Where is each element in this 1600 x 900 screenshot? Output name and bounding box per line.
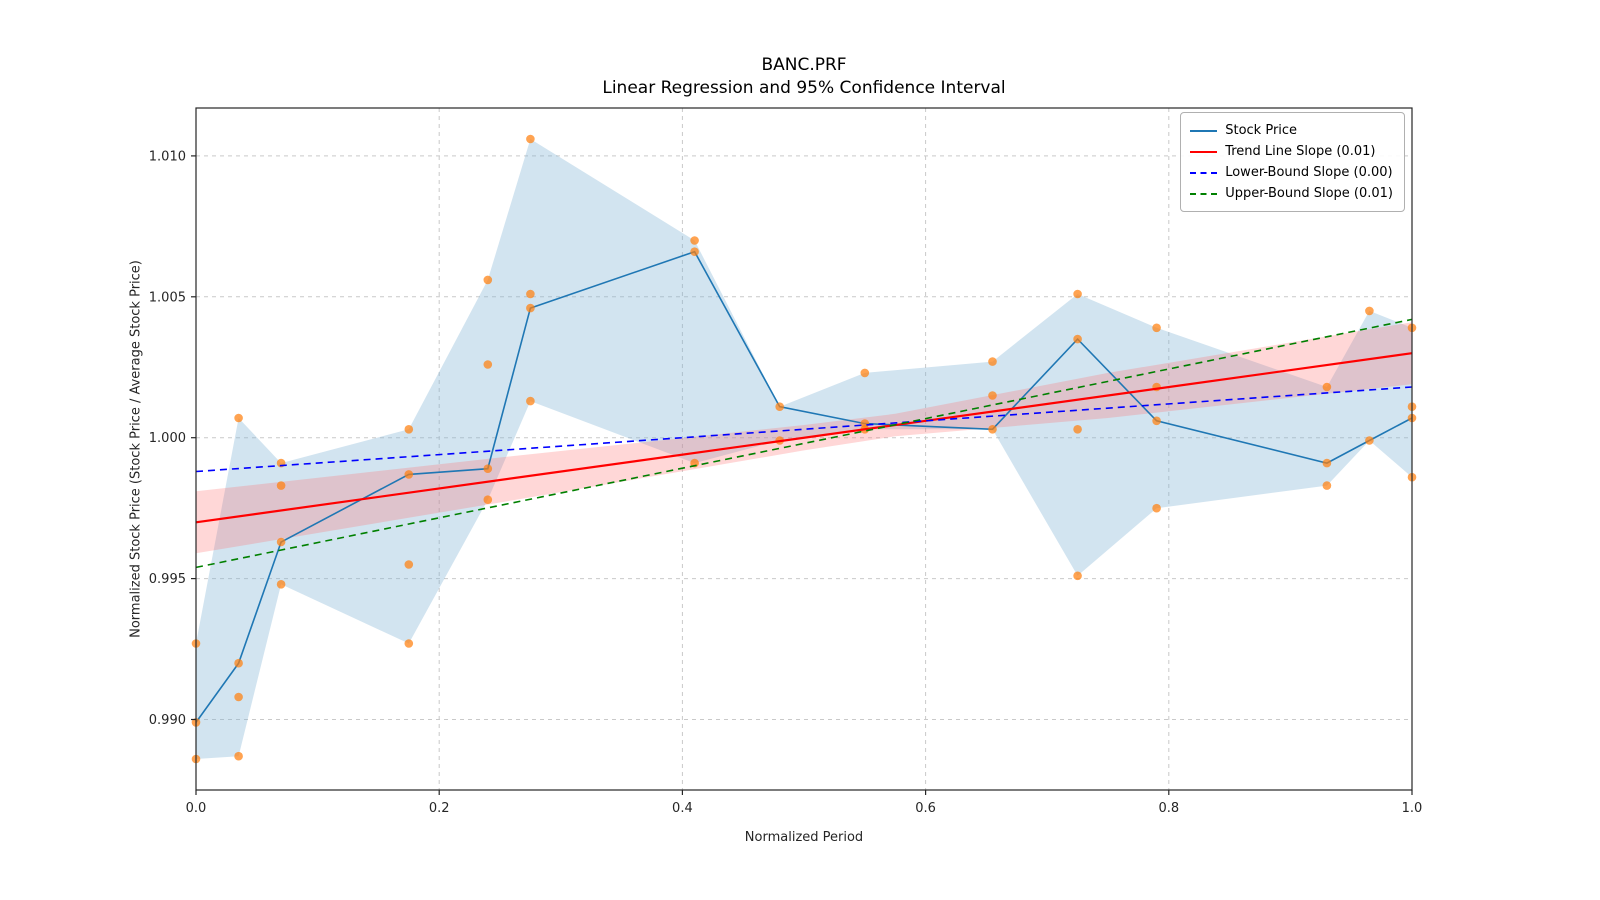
trend-line	[195, 352, 1413, 524]
scatter-point	[1073, 571, 1082, 581]
scatter-point	[1152, 503, 1161, 513]
y-tick-label: 1.005	[149, 290, 186, 305]
legend-item-lower-bound: Lower-Bound Slope (0.00)	[1190, 162, 1393, 183]
scatter-point	[276, 537, 286, 547]
x-tick-label: 0.6	[915, 801, 936, 816]
lower-bound-line-sample-icon	[1190, 171, 1218, 174]
scatter-point	[1365, 436, 1374, 445]
scatter-point	[234, 413, 243, 423]
scatter-point	[1365, 306, 1374, 316]
legend-label: Lower-Bound Slope (0.00)	[1225, 165, 1393, 180]
scatter-point	[690, 236, 699, 245]
y-tick-label: 1.000	[149, 431, 186, 446]
scatter-point	[276, 580, 286, 589]
scatter-point	[1322, 481, 1332, 490]
scatter-point	[526, 303, 535, 313]
scatter-point	[1152, 323, 1161, 333]
plot-border	[195, 107, 1413, 791]
stock-confidence-band	[196, 139, 1412, 759]
trend-line-sample-icon	[1190, 150, 1218, 153]
upper-bound-line	[195, 318, 1413, 569]
legend-label: Upper-Bound Slope (0.01)	[1225, 186, 1393, 201]
scatter-point	[404, 425, 414, 434]
scatter-point	[483, 495, 493, 505]
scatter-point	[526, 396, 535, 406]
legend-item-upper-bound: Upper-Bound Slope (0.01)	[1190, 183, 1393, 204]
scatter-point	[988, 425, 997, 434]
y-tick-label: 1.010	[149, 149, 186, 164]
x-tick-label: 0.8	[1158, 801, 1179, 816]
scatter-point	[404, 470, 414, 479]
scatter-point	[1073, 425, 1082, 434]
scatter-point	[483, 360, 493, 369]
x-tick-label: 1.0	[1402, 801, 1423, 816]
chart-title-block: BANC.PRF Linear Regression and 95% Confi…	[196, 54, 1412, 100]
y-tick-label: 0.990	[149, 713, 186, 728]
scatter-point	[234, 751, 243, 761]
scatter-point	[988, 357, 997, 366]
scatter-point	[483, 464, 493, 474]
scatter-point	[483, 275, 493, 285]
scatter-point	[404, 560, 414, 569]
scatter-point	[860, 368, 870, 378]
scatter-point	[690, 458, 699, 468]
scatter-point	[988, 391, 997, 400]
stock-price-line-sample-icon	[1190, 129, 1218, 132]
scatter-point	[1073, 334, 1082, 344]
chart-title: BANC.PRF	[761, 55, 847, 75]
scatter-point	[1322, 382, 1332, 392]
x-tick-label: 0.4	[672, 801, 693, 816]
chart-subtitle: Linear Regression and 95% Confidence Int…	[602, 77, 1006, 98]
legend-label: Trend Line Slope (0.01)	[1225, 144, 1376, 159]
x-axis-label: Normalized Period	[744, 830, 864, 845]
scatter-point	[276, 481, 286, 490]
scatter-point	[526, 289, 535, 299]
scatter-point	[404, 639, 414, 648]
scatter-point	[1152, 416, 1161, 426]
x-tick-label: 0.0	[186, 801, 207, 816]
scatter-point	[234, 658, 243, 668]
scatter-point	[1322, 458, 1332, 468]
scatter-point	[1073, 289, 1082, 299]
chart-legend: Stock Price Trend Line Slope (0.01) Lowe…	[1180, 112, 1405, 212]
scatter-point	[690, 247, 699, 256]
legend-item-trend-line: Trend Line Slope (0.01)	[1190, 141, 1393, 162]
y-tick-label: 0.995	[149, 572, 186, 587]
scatter-point	[775, 402, 784, 412]
scatter-point	[234, 692, 243, 702]
legend-item-stock-price: Stock Price	[1190, 120, 1393, 141]
legend-label: Stock Price	[1225, 123, 1298, 138]
scatter-point	[526, 134, 535, 144]
y-axis-label: Normalized Stock Price (Stock Price / Av…	[128, 260, 144, 638]
upper-bound-line-sample-icon	[1190, 192, 1218, 195]
x-tick-label: 0.2	[429, 801, 450, 816]
